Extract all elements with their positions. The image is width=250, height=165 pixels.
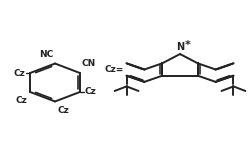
- Text: CN: CN: [81, 59, 96, 68]
- Text: Cz: Cz: [58, 106, 69, 115]
- Text: N: N: [176, 42, 184, 52]
- Text: Cz: Cz: [85, 87, 97, 97]
- Text: Cz=: Cz=: [104, 65, 124, 74]
- Text: Cz: Cz: [13, 68, 25, 78]
- Text: NC: NC: [40, 50, 54, 59]
- Text: Cz: Cz: [16, 96, 28, 105]
- Text: *: *: [185, 40, 191, 50]
